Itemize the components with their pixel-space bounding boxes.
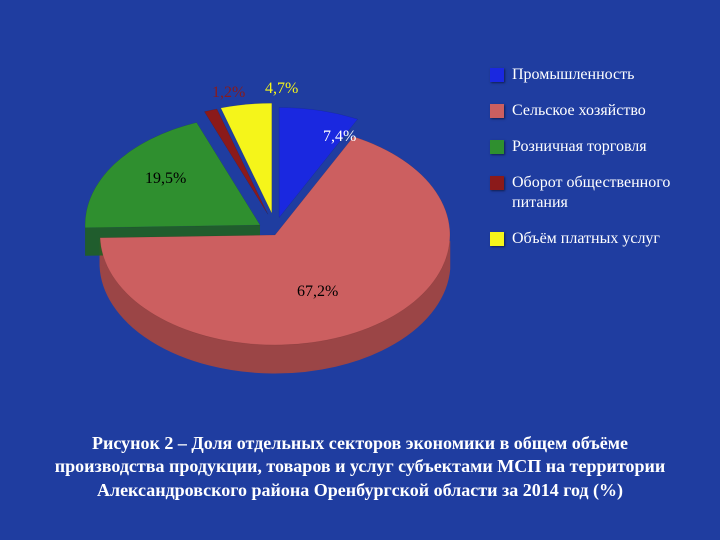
legend-item-catering: Оборот общественного питания bbox=[490, 173, 700, 213]
legend-item-industry: Промышленность bbox=[490, 65, 700, 85]
legend-swatch bbox=[490, 140, 504, 154]
legend-swatch bbox=[490, 232, 504, 246]
slice-label-retail: 19,5% bbox=[145, 170, 186, 188]
legend-label: Объём платных услуг bbox=[512, 229, 660, 249]
legend-swatch bbox=[490, 68, 504, 82]
legend-swatch bbox=[490, 104, 504, 118]
figure-caption: Рисунок 2 – Доля отдельных секторов экон… bbox=[40, 432, 680, 502]
legend: Промышленность Сельское хозяйство Рознич… bbox=[490, 65, 700, 265]
legend-item-agri: Сельское хозяйство bbox=[490, 101, 700, 121]
slice-label-agri: 67,2% bbox=[297, 283, 338, 301]
slide: 7,4% 67,2% 19,5% 1,2% 4,7% Промышленность Се… bbox=[0, 0, 720, 540]
pie-chart: 7,4% 67,2% 19,5% 1,2% 4,7% bbox=[50, 40, 480, 410]
legend-label: Промышленность bbox=[512, 65, 634, 85]
legend-swatch bbox=[490, 176, 504, 190]
legend-item-retail: Розничная торговля bbox=[490, 137, 700, 157]
legend-label: Оборот общественного питания bbox=[512, 173, 700, 213]
legend-label: Сельское хозяйство bbox=[512, 101, 646, 121]
slice-label-services: 4,7% bbox=[265, 80, 298, 98]
slice-label-industry: 7,4% bbox=[323, 128, 356, 146]
legend-item-services: Объём платных услуг bbox=[490, 229, 700, 249]
slice-label-catering: 1,2% bbox=[212, 84, 245, 102]
legend-label: Розничная торговля bbox=[512, 137, 647, 157]
